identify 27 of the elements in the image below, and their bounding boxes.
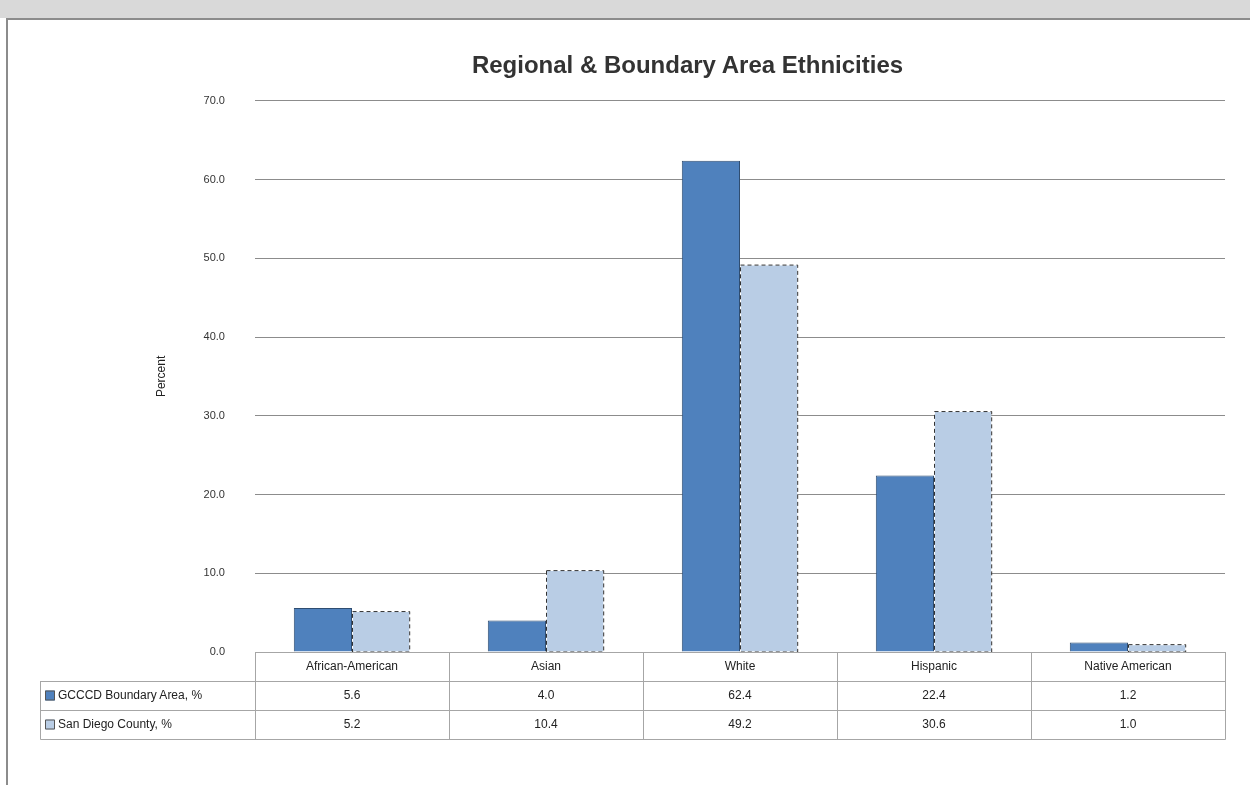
legend-label: San Diego County, %: [58, 716, 173, 731]
legend-label: GCCCD Boundary Area, %: [58, 687, 203, 702]
x-tick-label: Native American: [1084, 658, 1172, 673]
data-label: 1.0: [1119, 716, 1137, 731]
y-tick-label: 30.0: [203, 408, 225, 421]
y-tick-label: 20.0: [203, 487, 225, 500]
y-tick-label: 40.0: [203, 330, 225, 343]
x-tick-label: White: [724, 658, 756, 673]
data-label: 10.4: [534, 716, 558, 731]
data-label: 22.4: [922, 687, 946, 702]
y-tick-label: 0.0: [209, 645, 225, 658]
data-label: 5.6: [343, 687, 361, 702]
y-tick-label: 10.0: [203, 566, 225, 579]
x-tick-label: Asian: [530, 658, 562, 673]
y-tick-label: 70.0: [203, 93, 225, 106]
data-label: 5.2: [343, 716, 361, 731]
data-label: 30.6: [922, 716, 946, 731]
data-label: 1.2: [1119, 687, 1137, 702]
data-label: 49.2: [728, 716, 752, 731]
x-tick-label: African-American: [305, 658, 399, 673]
data-label: 62.4: [728, 687, 752, 702]
chart-title: Regional & Boundary Area Ethnicities: [471, 51, 904, 79]
y-tick-label: 60.0: [203, 172, 225, 185]
x-tick-label: Hispanic: [910, 658, 958, 673]
y-axis-title: Percent: [153, 355, 168, 398]
y-tick-label: 50.0: [203, 251, 225, 264]
data-label: 4.0: [537, 687, 555, 702]
